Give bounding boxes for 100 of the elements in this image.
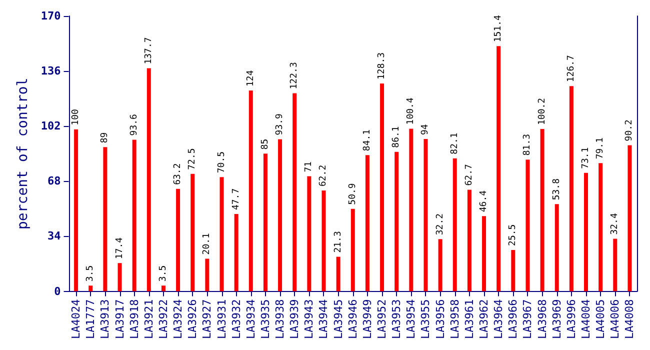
- bar: [613, 238, 618, 292]
- bar: [336, 256, 340, 292]
- bar: [569, 86, 574, 292]
- data-label: 94: [420, 124, 431, 136]
- x-tick-label: LA3964: [492, 298, 506, 340]
- data-label: 100.4: [406, 98, 416, 125]
- x-tick-label: LA3932: [230, 299, 243, 340]
- bar: [380, 84, 384, 292]
- x-tick-label: LA3949: [360, 299, 374, 340]
- x-tick-label: LA3946: [346, 299, 360, 340]
- y-tick-label: 102: [40, 120, 61, 133]
- y-tick-label: 34: [48, 230, 62, 243]
- bar: [234, 214, 238, 292]
- x-tick-label: LA3954: [404, 298, 418, 340]
- bar: [176, 188, 180, 292]
- x-tick-label: LA3945: [332, 299, 345, 340]
- bar: [292, 93, 297, 292]
- bar: [220, 177, 224, 292]
- x-tick-label: LA3968: [536, 299, 549, 340]
- y-tick-label: 136: [40, 64, 62, 78]
- x-tick-label: LA3952: [376, 299, 389, 340]
- data-label: 90.2: [624, 120, 635, 142]
- data-label: 21.3: [333, 231, 344, 253]
- data-label: 50.9: [348, 183, 358, 205]
- data-label: 32.4: [610, 213, 620, 235]
- data-label: 126.7: [566, 55, 576, 82]
- bar: [496, 46, 501, 292]
- y-tick-label: 170: [40, 10, 61, 22]
- bar: [248, 90, 253, 292]
- y-tick-label: 0: [54, 284, 61, 298]
- data-label: 32.2: [435, 213, 446, 236]
- data-label: 81.3: [522, 134, 533, 156]
- data-label: 89: [100, 132, 110, 144]
- data-label: 25.5: [508, 224, 518, 246]
- bar: [350, 208, 355, 292]
- bar: [554, 204, 559, 292]
- x-tick-label: LA3996: [564, 299, 578, 340]
- x-tick-label: LA3962: [478, 299, 491, 340]
- x-tick-label: LA3924: [172, 298, 185, 340]
- data-label: 84.1: [362, 129, 372, 152]
- data-label: 85: [260, 138, 270, 150]
- x-tick-label: LA3961: [462, 299, 476, 340]
- data-label: 53.8: [552, 178, 562, 200]
- x-tick-label: LA4005: [594, 299, 608, 340]
- x-tick-label: LA4008: [623, 299, 636, 340]
- bar: [103, 147, 108, 292]
- bar: [322, 190, 326, 292]
- data-label: 62.2: [318, 164, 329, 187]
- data-label: 79.1: [596, 138, 606, 160]
- x-tick-label: LA3956: [434, 299, 447, 340]
- bar: [438, 239, 442, 292]
- bar: [190, 174, 195, 292]
- x-tick-label: LA3918: [128, 299, 141, 340]
- x-tick-label: LA3939: [288, 299, 302, 340]
- bar: [394, 152, 399, 292]
- data-label: 100: [71, 109, 82, 126]
- data-label: 47.7: [231, 188, 242, 210]
- data-label: 71: [304, 161, 314, 172]
- bar: [263, 154, 268, 292]
- data-label: 70.5: [216, 151, 227, 174]
- data-label: 93.9: [275, 114, 286, 136]
- data-label: 128.3: [377, 52, 388, 80]
- bar: [584, 172, 588, 292]
- x-tick-label: LA3958: [448, 299, 462, 340]
- x-tick-label: LA3917: [113, 299, 126, 340]
- data-label: 3.5: [86, 265, 96, 282]
- x-tick-label: LA3921: [142, 299, 156, 340]
- bar: [205, 258, 210, 292]
- x-tick-label: LA3943: [302, 299, 316, 340]
- x-tick-label: LA3938: [274, 299, 287, 340]
- bar: [409, 128, 414, 292]
- x-tick-label: LA3967: [521, 299, 534, 340]
- data-label: 72.5: [188, 148, 198, 170]
- x-tick-label: LA1777: [84, 299, 98, 340]
- bar: [598, 163, 603, 292]
- data-label: 20.1: [202, 233, 212, 255]
- y-tick-label: 68: [48, 174, 61, 188]
- data-label: 93.6: [129, 114, 140, 136]
- x-tick-label: LA4006: [608, 299, 622, 340]
- data-label: 100.2: [537, 98, 548, 126]
- x-tick-label: LA3966: [506, 299, 520, 340]
- x-tick-label: LA3922: [156, 299, 170, 340]
- x-tick-label: LA3926: [186, 299, 200, 340]
- bar: [74, 129, 78, 292]
- x-tick-label: LA3969: [550, 299, 564, 340]
- data-label: 151.4: [494, 15, 504, 42]
- data-label: 86.1: [392, 126, 402, 148]
- data-label: 3.5: [158, 265, 168, 282]
- bar: [88, 286, 93, 292]
- x-tick-label: LA3953: [390, 299, 404, 340]
- bar: [511, 250, 516, 292]
- data-label: 122.3: [290, 62, 300, 90]
- bar: [526, 160, 530, 292]
- bar: [540, 129, 544, 292]
- bar: [132, 140, 136, 292]
- data-label: 73.1: [581, 147, 592, 169]
- bar: [161, 286, 166, 292]
- bar: [628, 145, 632, 292]
- bar: [118, 263, 122, 292]
- x-tick-label: LA3927: [200, 299, 214, 340]
